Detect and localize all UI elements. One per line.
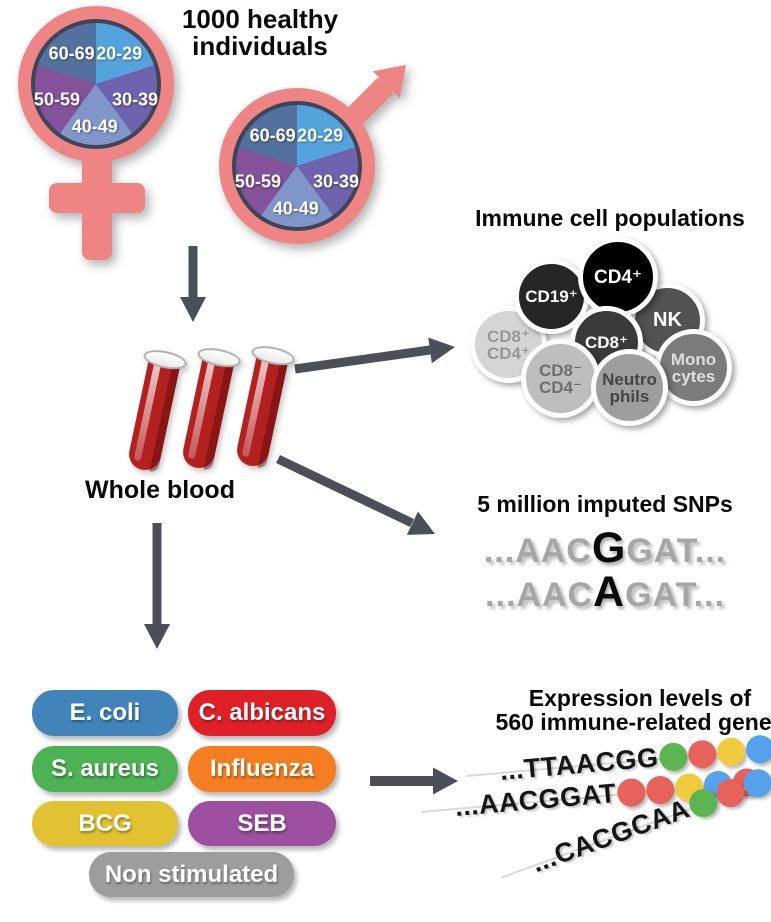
snp-allele: A	[593, 568, 626, 616]
pie-label-20-29: 20-29	[96, 43, 143, 63]
pie-label-40-49: 40-49	[71, 116, 118, 137]
pie-label-60-69: 60-69	[249, 125, 296, 145]
cell-cd8neg-cd4neg: CD8⁻ CD4⁻	[521, 339, 600, 418]
expression-title: Expression levels of 560 immune-related …	[480, 686, 771, 734]
stimulus-c-albicans: C. albicans	[188, 690, 336, 736]
snp-seq-pre: ...AAC	[485, 576, 594, 614]
arrow-blood-to-immune-cells	[294, 337, 455, 374]
pie-label-30-39: 30-39	[313, 171, 360, 192]
cell-monocytes: Mono cytes	[655, 329, 732, 406]
gene-sequence: ...AACGGAT	[453, 777, 618, 822]
tube-blood	[126, 356, 181, 474]
expression-dot	[744, 733, 771, 764]
tube-blood	[180, 354, 235, 472]
stimulus-e-coli: E. coli	[32, 690, 178, 736]
female-symbol: 20-29 30-39 40-49 50-59 60-69	[14, 4, 189, 270]
figure-title-line1: 1000 healthy	[181, 4, 339, 34]
expression-title-line1: Expression levels of	[528, 685, 752, 711]
immune-cells-title: Immune cell populations	[475, 205, 745, 231]
female-symbol-ring: 20-29 30-39 40-49 50-59 60-69	[18, 6, 174, 162]
snp-sequence: ...AACGGAT...	[440, 524, 770, 572]
figure-title: 1000 healthy individuals	[160, 6, 360, 60]
figure-title-line2: individuals	[192, 31, 328, 61]
stimulus-influenza: Influenza	[188, 746, 336, 792]
female-cross-bar	[49, 183, 145, 213]
arrow-blood-to-snps	[276, 454, 435, 535]
snp-sequence: ...AACAGAT...	[440, 568, 770, 616]
stimulus-non-stimulated: Non stimulated	[89, 852, 294, 897]
expression-dot	[715, 736, 747, 767]
male-symbol: 20-29 30-39 40-49 50-59 60-69	[215, 40, 420, 244]
expression-dot	[616, 776, 647, 808]
expression-dot	[687, 738, 718, 769]
arrow-blood-to-stimuli	[144, 523, 170, 649]
whole-blood-label: Whole blood	[85, 476, 235, 504]
snp-seq-post: GAT...	[626, 532, 727, 570]
pie-label-20-29: 20-29	[297, 125, 344, 145]
male-symbol-ring: 20-29 30-39 40-49 50-59 60-69	[219, 88, 375, 244]
cell-neutrophils: Neutro phils	[591, 349, 668, 426]
snps-title: 5 million imputed SNPs	[477, 491, 733, 517]
stimulus-s-aureus: S. aureus	[32, 746, 178, 792]
stimulus-bcg: BCG	[32, 801, 178, 846]
snp-sequences: ...AACGGAT... ...AACAGAT...	[440, 524, 770, 616]
stimulus-seb: SEB	[188, 801, 336, 846]
pie-label-30-39: 30-39	[112, 89, 159, 110]
pie-label-40-49: 40-49	[272, 198, 319, 219]
female-age-pie: 20-29 30-39 40-49 50-59 60-69	[31, 19, 161, 149]
male-age-pie: 20-29 30-39 40-49 50-59 60-69	[232, 101, 362, 231]
pie-label-60-69: 60-69	[48, 43, 95, 63]
pie-label-50-59: 50-59	[234, 171, 281, 192]
expression-title-line2: 560 immune-related genes	[495, 709, 771, 735]
tube-blood	[234, 352, 289, 470]
snp-allele: G	[591, 524, 627, 572]
snp-seq-post: GAT...	[625, 576, 725, 614]
expression-dot	[658, 741, 689, 772]
arrow-stimuli-to-expression	[370, 767, 458, 795]
cell-cd4: CD4⁺	[578, 237, 658, 317]
snp-seq-pre: ...AAC	[483, 532, 592, 570]
pie-label-50-59: 50-59	[33, 89, 80, 110]
